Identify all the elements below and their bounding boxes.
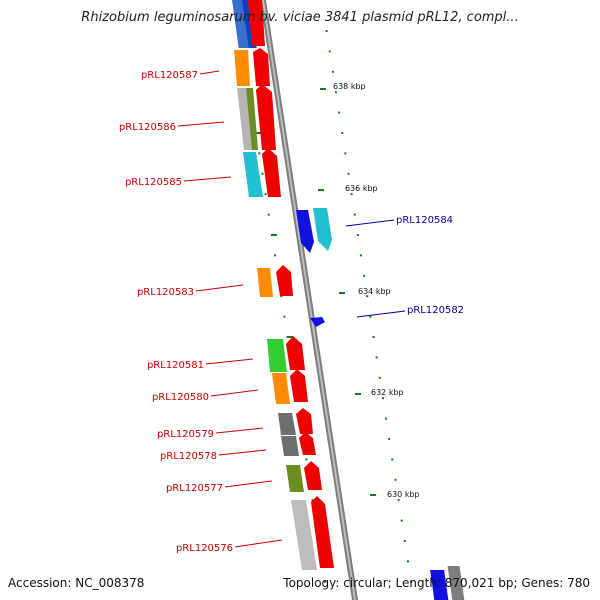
tick-mark [410, 580, 413, 583]
tick-mark [403, 540, 406, 542]
tick-mark [372, 336, 375, 338]
gene-label-pRL120580[interactable]: pRL120580 [152, 392, 209, 403]
gene-label-pRL120579[interactable]: pRL120579 [157, 429, 214, 440]
gene-label-pRL120577[interactable]: pRL120577 [166, 483, 223, 494]
backbone [260, 0, 358, 600]
tick-mark [334, 91, 337, 94]
tick-mark [344, 152, 347, 155]
tick-mark [381, 397, 384, 400]
kbp-label-634: 634 kbp [358, 287, 391, 296]
kbp-scale: 638 kbp 636 kbp 634 kbp 632 kbp 630 kbp [318, 82, 420, 499]
page-title: Rhizobium leguminosarum bv. viciae 3841 … [81, 10, 519, 25]
tick-mark [270, 234, 277, 236]
tick-mark [328, 50, 331, 53]
accession-text: Accession: NC_008378 [8, 576, 145, 590]
tick-mark [400, 519, 403, 522]
gene-label-pRL120581[interactable]: pRL120581 [147, 360, 204, 371]
tick-mark [324, 580, 327, 583]
tick-mark [255, 132, 262, 134]
kbp-label-638: 638 kbp [333, 82, 366, 91]
tick-mark [286, 336, 293, 338]
tick-mark [397, 499, 400, 502]
reverse-genes [296, 208, 465, 600]
gene-label-pRL120576[interactable]: pRL120576 [176, 543, 233, 554]
tick-mark [274, 254, 277, 257]
gene-label-pRL120585[interactable]: pRL120585 [125, 177, 182, 188]
tick-mark [363, 274, 366, 277]
tick-mark [280, 295, 283, 298]
tick-mark [369, 315, 372, 318]
tick-mark [331, 70, 334, 73]
tick-mark [338, 111, 341, 114]
tick-mark [341, 132, 344, 134]
tick-mark [264, 193, 267, 196]
kbp-label-632: 632 kbp [371, 388, 404, 397]
tick-mark [353, 213, 356, 216]
gene-label-pRL120587[interactable]: pRL120587 [141, 70, 198, 81]
tick-mark [356, 234, 359, 236]
tick-mark [385, 417, 388, 420]
forward-genes [232, 0, 334, 570]
topology-summary: Topology: circular; Length: 870,021 bp; … [283, 576, 590, 590]
tick-mark [311, 499, 314, 502]
gene-label-pRL120584[interactable]: pRL120584 [396, 215, 453, 226]
kbp-label-636: 636 kbp [345, 184, 378, 193]
gene-label-pRL120583[interactable]: pRL120583 [137, 287, 194, 298]
tick-mark [261, 172, 264, 175]
tick-mark [305, 458, 308, 461]
label-leaders [177, 70, 406, 548]
kbp-label-630: 630 kbp [387, 490, 420, 499]
tick-mark [375, 356, 378, 359]
tick-mark [378, 376, 381, 379]
tick-mark [325, 30, 328, 32]
tick-mark [283, 315, 286, 318]
gene-label-pRL120582[interactable]: pRL120582 [407, 305, 464, 316]
tick-mark [360, 254, 363, 257]
tick-mark [394, 478, 397, 481]
tick-mark [347, 172, 350, 175]
tick-mark [350, 193, 353, 196]
gene-label-pRL120578[interactable]: pRL120578 [160, 451, 217, 462]
tick-mark [391, 458, 394, 461]
forward-gene-labels: pRL120587 pRL120586 pRL120585 pRL120583 … [119, 70, 233, 554]
tick-mark [366, 295, 369, 298]
tick-mark [388, 438, 391, 440]
tick-mark [258, 152, 261, 155]
tick-mark [406, 560, 409, 563]
tick-mark [267, 213, 270, 216]
gene-label-pRL120586[interactable]: pRL120586 [119, 122, 176, 133]
reverse-gene-labels: pRL120584 pRL120582 [396, 215, 464, 316]
